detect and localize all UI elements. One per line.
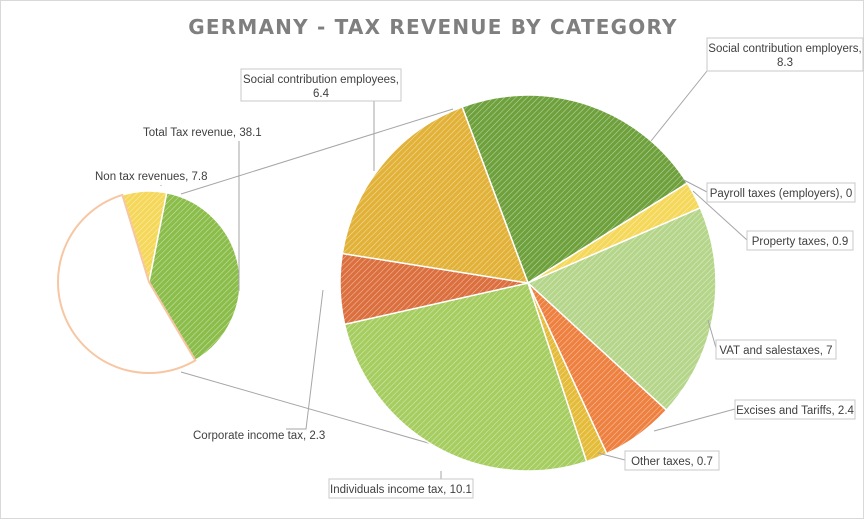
label-non-tax: Non tax revenues, 7.8 xyxy=(91,167,208,185)
label-payroll: Payroll taxes (employers), 0 xyxy=(706,182,856,203)
secondary-slice-excises-and-tariffs-hatch xyxy=(528,283,667,454)
leader-social-employers xyxy=(650,70,708,142)
primary-pie xyxy=(57,190,241,374)
label-social-employers-line1: Social contribution employers, xyxy=(708,43,861,55)
secondary-slice-social-contribution-employers-hatch xyxy=(462,95,688,283)
label-other: Other taxes, 0.7 xyxy=(624,450,720,471)
secondary-pie xyxy=(339,94,717,472)
connector-line-bottom xyxy=(180,371,457,452)
label-total-tax: Total Tax revenue, 38.1 xyxy=(139,123,269,141)
secondary-slice-other-taxes-hatch xyxy=(528,283,607,462)
label-social-employers-line2: 8.3 xyxy=(777,57,793,69)
primary-slice-total-tax-revenue-hatch xyxy=(149,192,240,361)
label-social-employees: Social contribution employees, 6.4 xyxy=(240,68,402,102)
label-total-tax-text: Total Tax revenue, 38.1 xyxy=(143,127,262,139)
label-social-employees-line2: 6.4 xyxy=(313,88,330,100)
secondary-slice-social-contribution-employees-hatch xyxy=(342,106,528,283)
secondary-slice-corporate-income-tax-hatch xyxy=(339,253,528,325)
leader-property xyxy=(692,190,748,241)
secondary-slice-property-taxes-hatch xyxy=(528,183,701,283)
label-non-tax-text: Non tax revenues, 7.8 xyxy=(95,171,208,183)
leader-other xyxy=(597,452,626,461)
leader-corporate xyxy=(286,289,324,430)
leader-vat xyxy=(707,319,717,349)
label-excises: Excises and Tariffs, 2.4 xyxy=(734,399,856,420)
label-other-text: Other taxes, 0.7 xyxy=(631,456,713,468)
primary-slice-remainder xyxy=(57,193,197,374)
label-payroll-text: Payroll taxes (employers), 0 xyxy=(710,188,853,200)
label-corporate: Corporate income tax, 2.3 xyxy=(189,425,325,444)
primary-slice-non-tax-revenues-hatch xyxy=(122,191,167,282)
leader-payroll xyxy=(681,178,708,193)
label-excises-text: Excises and Tariffs, 2.4 xyxy=(736,405,854,417)
label-property: Property taxes, 0.9 xyxy=(746,230,854,251)
leader-lines xyxy=(160,70,748,479)
label-property-text: Property taxes, 0.9 xyxy=(752,236,849,248)
secondary-slice-individuals-income-tax-hatch xyxy=(344,283,587,472)
leader-excises xyxy=(653,408,736,432)
chart-title: GERMANY - TAX REVENUE BY CATEGORY xyxy=(188,15,677,39)
secondary-slice-vat-and-salestaxes-hatch xyxy=(528,207,716,411)
label-individuals: Individuals income tax, 10.1 xyxy=(328,478,474,499)
label-corporate-text: Corporate income tax, 2.3 xyxy=(193,430,325,442)
label-social-employers: Social contribution employers, 8.3 xyxy=(706,37,864,72)
connector-line-top xyxy=(180,108,454,195)
label-vat-text: VAT and salestaxes, 7 xyxy=(719,345,832,357)
label-individuals-text: Individuals income tax, 10.1 xyxy=(330,484,472,496)
label-vat: VAT and salestaxes, 7 xyxy=(715,339,837,360)
label-social-employees-line1: Social contribution employees, xyxy=(243,74,399,86)
